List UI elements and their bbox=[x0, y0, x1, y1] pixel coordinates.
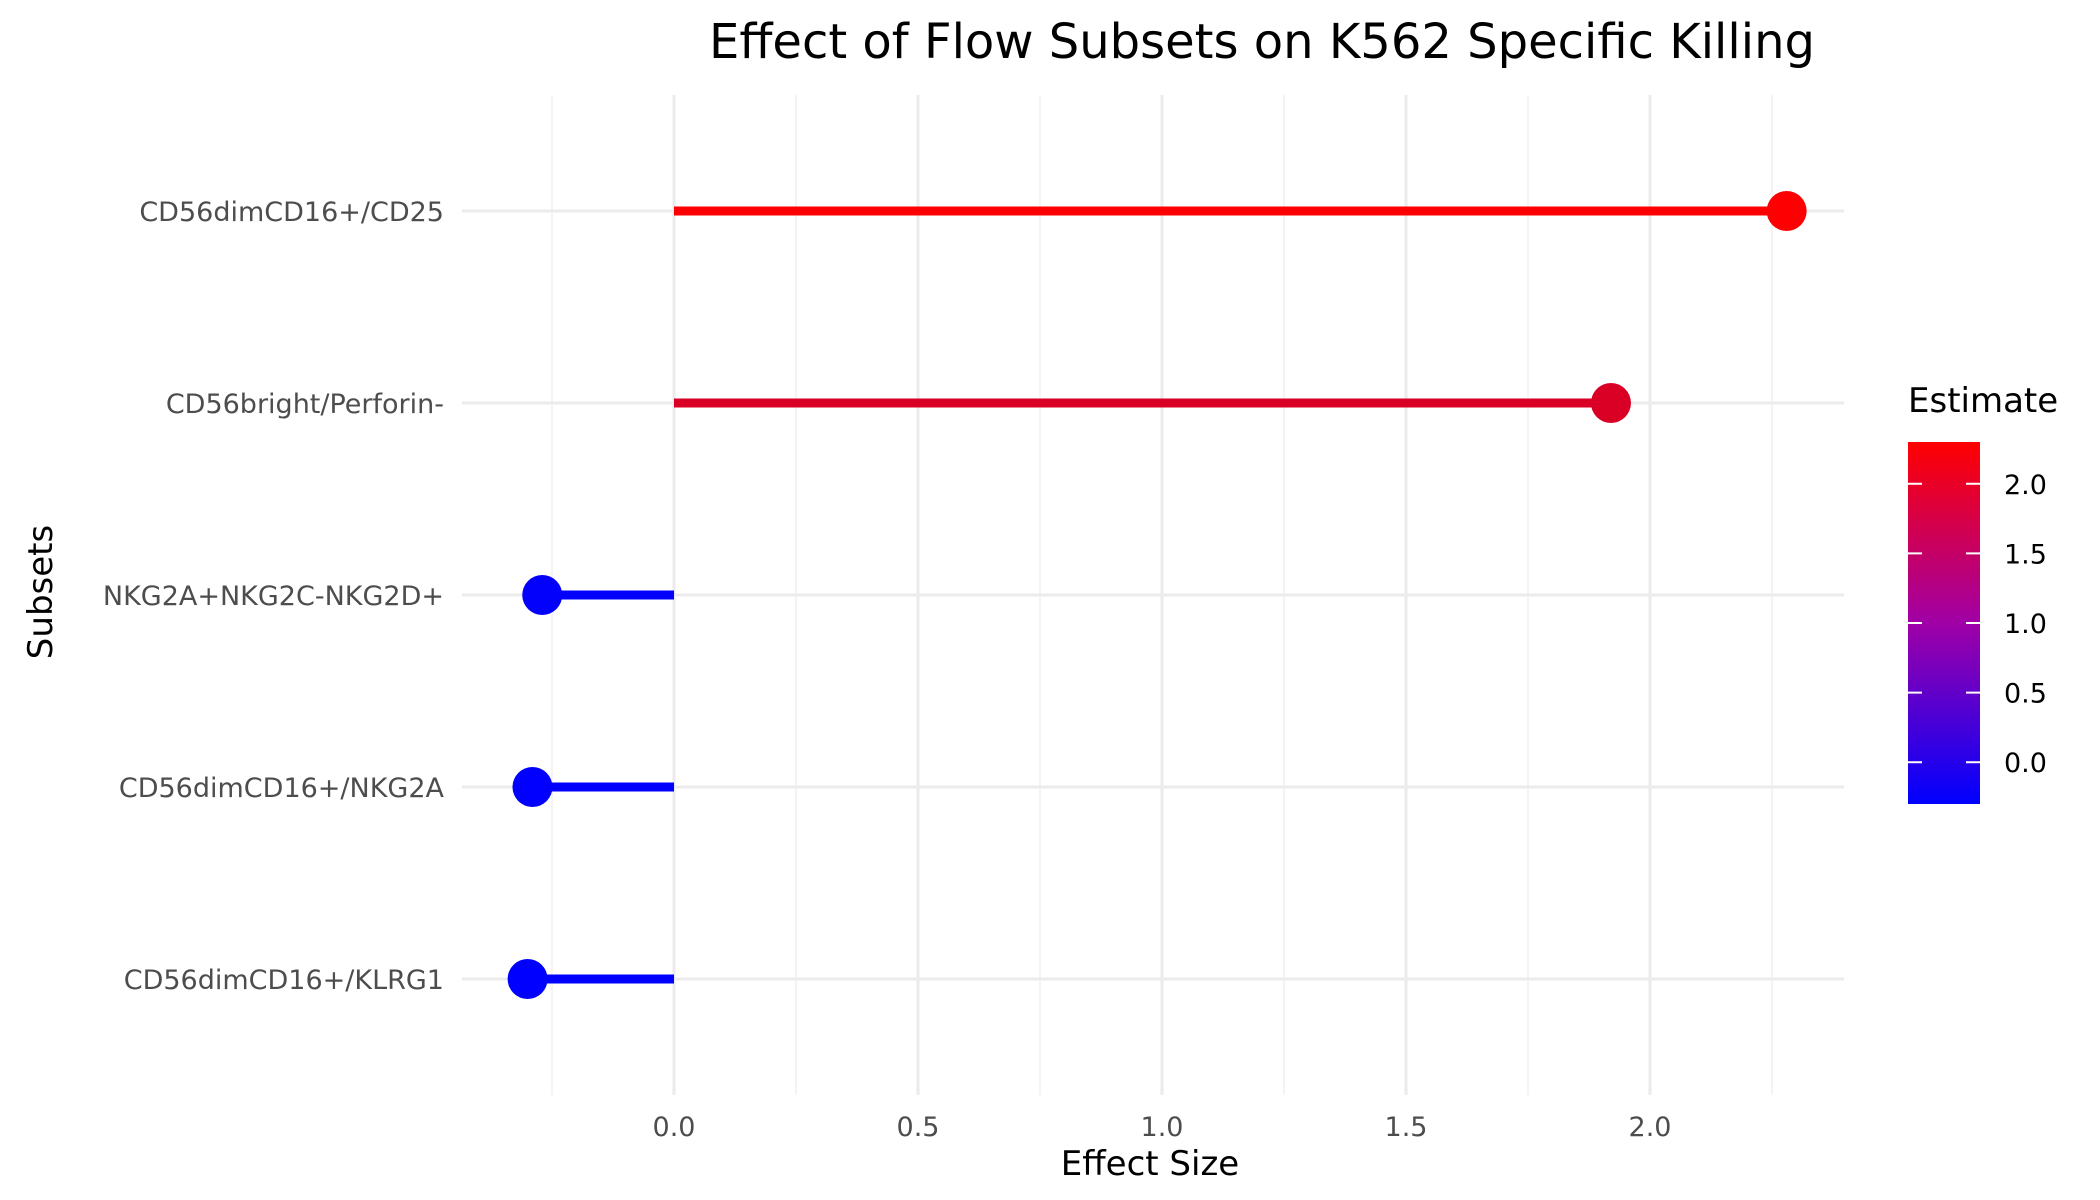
lollipop-point bbox=[507, 959, 548, 999]
legend-tick-label: 0.0 bbox=[2004, 748, 2047, 779]
chart-title: Effect of Flow Subsets on K562 Specific … bbox=[709, 14, 1815, 70]
y-tick-label: CD56bright/Perforin- bbox=[166, 389, 444, 420]
legend-ticks: 2.0 1.5 1.0 0.5 0.0 bbox=[1908, 470, 2047, 779]
y-tick-label: CD56dimCD16+/NKG2A bbox=[119, 773, 445, 804]
lollipop-layer bbox=[507, 191, 1807, 999]
legend-tick-label: 0.5 bbox=[2004, 679, 2047, 710]
x-tick-label: 0.5 bbox=[897, 1112, 940, 1143]
x-tick-label: 1.5 bbox=[1385, 1112, 1428, 1143]
x-tick-labels: 0.0 0.5 1.0 1.5 2.0 bbox=[653, 1112, 1672, 1143]
legend: Estimate 2.0 1.5 1.0 0.5 0.0 bbox=[1908, 381, 2058, 804]
legend-tick-label: 2.0 bbox=[2004, 470, 2047, 501]
lollipop-point bbox=[1766, 191, 1807, 231]
legend-tick-label: 1.0 bbox=[2004, 609, 2047, 640]
lollipop-point bbox=[522, 575, 563, 615]
y-tick-labels: CD56dimCD16+/CD25 CD56bright/Perforin- NKG… bbox=[103, 197, 445, 996]
x-tick-label: 0.0 bbox=[653, 1112, 696, 1143]
x-tick-label: 2.0 bbox=[1629, 1112, 1672, 1143]
legend-tick-label: 1.5 bbox=[2004, 539, 2047, 570]
lollipop-point bbox=[512, 767, 553, 807]
y-axis-title: Subsets bbox=[21, 525, 61, 659]
x-tick-label: 1.0 bbox=[1141, 1112, 1184, 1143]
legend-title: Estimate bbox=[1908, 381, 2058, 421]
x-axis-title: Effect Size bbox=[1061, 1144, 1239, 1184]
y-tick-label: CD56dimCD16+/CD25 bbox=[139, 197, 444, 228]
y-tick-label: NKG2A+NKG2C-NKG2D+ bbox=[103, 581, 444, 612]
y-tick-label: CD56dimCD16+/KLRG1 bbox=[124, 965, 444, 996]
lollipop-point bbox=[1590, 383, 1631, 423]
